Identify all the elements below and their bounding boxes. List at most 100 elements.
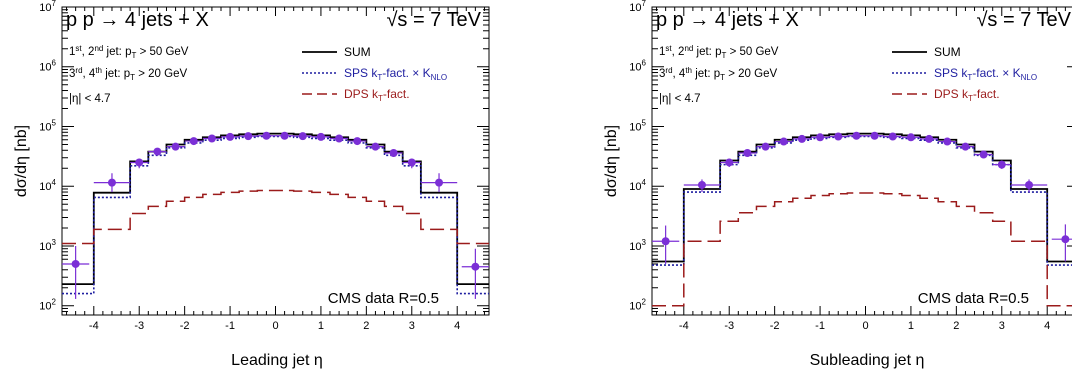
x-axis-title: Subleading jet η	[810, 352, 925, 369]
x-tick-label: 3	[409, 320, 415, 332]
y-tick-label: 106	[39, 59, 56, 74]
y-axis-title: dσ/dη [nb]	[13, 125, 30, 197]
data-point	[870, 131, 879, 140]
cuts: 1st, 2nd jet: pT > 50 GeV 3rd, 4th jet: p…	[69, 44, 189, 105]
legend-label-sps: SPS kT-fact. × KNLO	[344, 66, 447, 82]
data-point	[298, 132, 307, 141]
y-tick-label: 102	[629, 298, 646, 313]
data-point	[262, 131, 271, 140]
cut-line-1: 1st, 2nd jet: pT > 50 GeV	[69, 44, 189, 60]
histograms	[62, 132, 489, 295]
data-point	[1061, 235, 1070, 244]
x-tick-label: -3	[134, 320, 144, 332]
energy-label: √s = 7 TeV	[976, 9, 1071, 31]
cut-line-3: |η| < 4.7	[659, 93, 700, 105]
cut-line-2: 3rd, 4th jet: pT > 20 GeV	[659, 66, 777, 82]
legend-label-sum: SUM	[344, 45, 371, 59]
energy-label: √s = 7 TeV	[386, 9, 481, 31]
data-point	[779, 137, 788, 146]
y-tick-label: 107	[629, 0, 646, 14]
data-points	[652, 131, 1072, 264]
data-point	[661, 237, 670, 246]
data-points	[62, 131, 489, 299]
process-label: p p → 4 jets + X	[656, 9, 799, 31]
process-label: p p → 4 jets + X	[66, 9, 209, 31]
legend: SUM SPS kT-fact. × KNLO DPS kT-fact.	[892, 45, 1037, 103]
data-point	[1025, 180, 1034, 189]
cuts: 1st, 2nd jet: pT > 50 GeV 3rd, 4th jet: p…	[659, 44, 779, 105]
y-axis-title: dσ/dη [nb]	[603, 125, 620, 197]
x-tick-label: -2	[770, 320, 780, 332]
x-tick-label: 0	[272, 320, 278, 332]
data-point	[280, 131, 289, 140]
legend-label-sps: SPS kT-fact. × KNLO	[934, 66, 1037, 82]
data-point	[979, 150, 988, 159]
series-line-sum	[652, 132, 1072, 263]
data-point	[153, 147, 162, 156]
data-point	[244, 132, 253, 141]
y-tick-label: 106	[629, 59, 646, 74]
data-point	[725, 158, 734, 167]
series-line-dps	[62, 189, 489, 245]
data-point	[171, 142, 180, 151]
y-axis: 102 103 104 105 106 107	[629, 0, 1072, 316]
data-point	[435, 178, 444, 187]
x-tick-label: 4	[454, 320, 460, 332]
series-line-dps	[652, 192, 1072, 307]
data-point	[353, 137, 362, 146]
data-point	[943, 137, 952, 146]
data-point	[834, 132, 843, 141]
data-point	[743, 149, 752, 158]
data-point	[389, 149, 398, 158]
data-point	[761, 142, 770, 151]
data-point	[189, 137, 198, 146]
legend-label-dps: DPS kT-fact.	[934, 87, 1000, 103]
data-point	[316, 132, 325, 141]
data-point	[226, 132, 235, 141]
x-tick-label: -1	[225, 320, 235, 332]
histograms	[652, 132, 1072, 307]
x-tick-label: -3	[724, 320, 734, 332]
data-point	[107, 178, 116, 187]
data-point	[925, 134, 934, 143]
series-line-sps	[62, 135, 489, 295]
x-tick-label: 2	[363, 320, 369, 332]
x-axis-title: Leading jet η	[231, 352, 323, 369]
cut-line-1: 1st, 2nd jet: pT > 50 GeV	[659, 44, 779, 60]
data-point	[816, 133, 825, 142]
data-point	[852, 131, 861, 140]
data-point	[797, 134, 806, 143]
x-tick-label: 4	[1044, 320, 1050, 332]
y-tick-label: 107	[39, 0, 56, 14]
y-tick-label: 105	[39, 118, 56, 133]
y-tick-label: 103	[39, 238, 56, 253]
y-axis: 102 103 104 105 106 107	[39, 0, 489, 316]
data-point	[697, 180, 706, 189]
cut-line-3: |η| < 4.7	[69, 93, 110, 105]
legend: SUM SPS kT-fact. × KNLO DPS kT-fact.	[302, 45, 447, 103]
series-line-sps	[652, 135, 1072, 266]
y-tick-label: 104	[629, 178, 646, 193]
y-tick-label: 102	[39, 298, 56, 313]
x-axis: -4 -3 -2 -1 0 1 2 3 4	[66, 7, 485, 332]
legend-label-dps: DPS kT-fact.	[344, 87, 410, 103]
x-tick-label: 0	[862, 320, 868, 332]
header: p p → 4 jets + X √s = 7 TeV	[66, 9, 482, 31]
data-point	[135, 158, 144, 167]
chart-panel-1: -4 -3 -2 -1 0 1 2 3 4 102 103 104 105 106 107 p p → 4 j…	[13, 0, 490, 369]
data-point	[888, 132, 897, 141]
data-point	[371, 142, 380, 151]
x-tick-label: -1	[815, 320, 825, 332]
x-tick-label: 1	[908, 320, 914, 332]
x-tick-label: 1	[318, 320, 324, 332]
cms-annotation: CMS data R=0.5	[328, 290, 439, 307]
data-point	[471, 262, 480, 271]
data-point	[335, 134, 344, 143]
data-point	[407, 158, 416, 167]
series-line-sum	[62, 132, 489, 286]
data-point	[997, 160, 1006, 169]
y-tick-label: 105	[629, 118, 646, 133]
data-point	[961, 142, 970, 151]
x-tick-label: 2	[953, 320, 959, 332]
